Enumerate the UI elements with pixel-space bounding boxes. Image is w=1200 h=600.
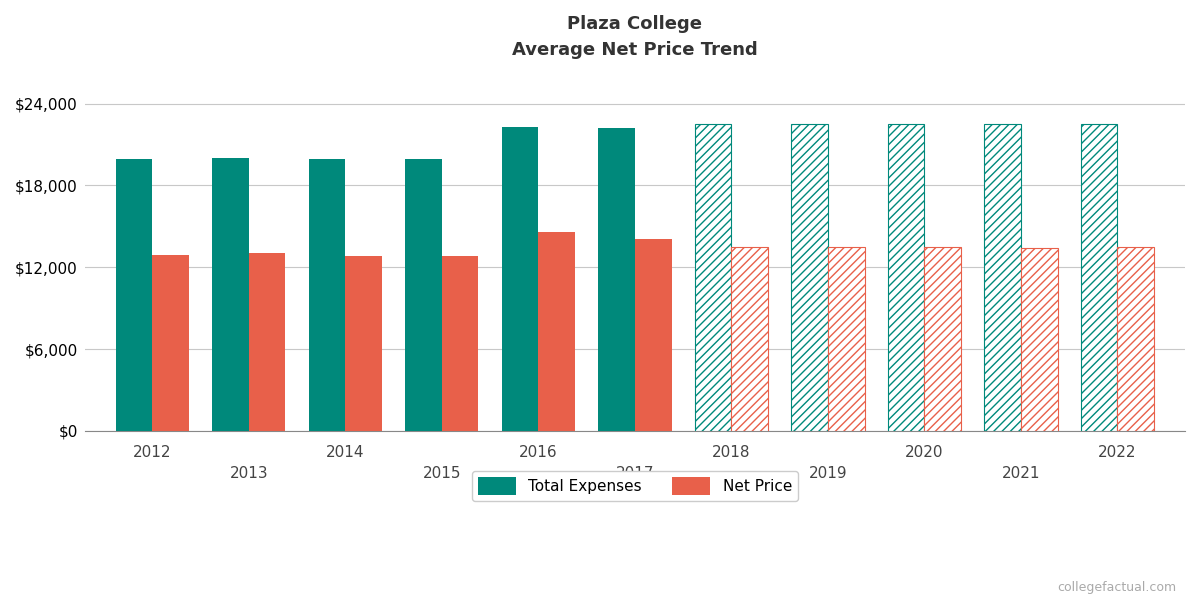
Bar (406, 160, 442, 431)
Text: 2012: 2012 (133, 445, 172, 460)
Text: 2015: 2015 (422, 466, 461, 481)
Bar (828, 247, 864, 431)
Bar (442, 256, 479, 431)
Bar (115, 160, 152, 431)
Text: 2016: 2016 (520, 445, 558, 460)
Bar (539, 232, 575, 431)
Bar (984, 124, 1021, 431)
Bar (1117, 247, 1154, 431)
Bar (1021, 248, 1057, 431)
Bar (924, 247, 961, 431)
Text: 2019: 2019 (809, 466, 847, 481)
Bar (502, 127, 539, 431)
Bar (598, 128, 635, 431)
Legend: Total Expenses, Net Price: Total Expenses, Net Price (472, 470, 798, 502)
Text: 2022: 2022 (1098, 445, 1136, 460)
Text: 2017: 2017 (616, 466, 654, 481)
Text: 2013: 2013 (229, 466, 268, 481)
Title: Plaza College
Average Net Price Trend: Plaza College Average Net Price Trend (512, 15, 757, 59)
Text: collegefactual.com: collegefactual.com (1057, 581, 1176, 594)
Text: 2018: 2018 (712, 445, 751, 460)
Bar (695, 124, 731, 431)
Bar (346, 256, 382, 431)
Text: 2014: 2014 (326, 445, 365, 460)
Bar (635, 239, 672, 431)
Text: 2020: 2020 (905, 445, 943, 460)
Bar (308, 160, 346, 431)
Bar (152, 255, 188, 431)
Bar (212, 158, 248, 431)
Bar (731, 247, 768, 431)
Bar (248, 253, 286, 431)
Bar (888, 124, 924, 431)
Bar (1081, 124, 1117, 431)
Bar (791, 124, 828, 431)
Text: 2021: 2021 (1002, 466, 1040, 481)
